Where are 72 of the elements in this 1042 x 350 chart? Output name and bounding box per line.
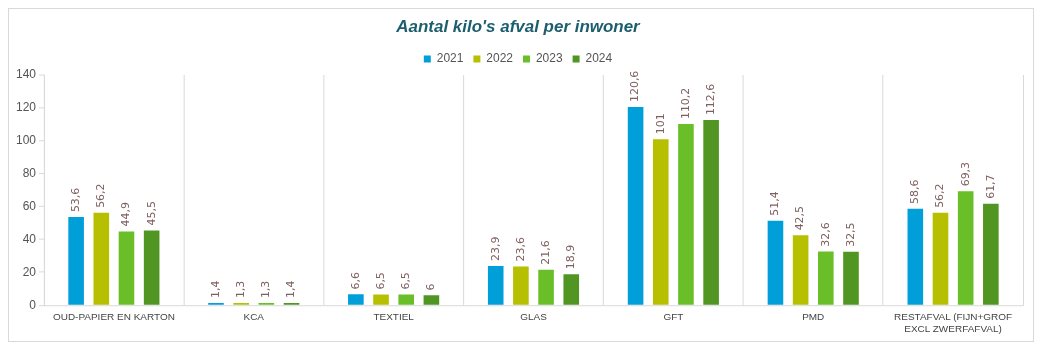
data-label: 44,9 <box>119 202 133 227</box>
y-tick-label: 20 <box>22 264 37 279</box>
data-label: 1,3 <box>234 280 248 299</box>
data-label: 23,9 <box>488 236 502 261</box>
bar <box>398 294 415 305</box>
data-label: 58,6 <box>908 179 922 204</box>
data-label: 53,6 <box>68 187 82 213</box>
bar <box>678 124 694 305</box>
bar <box>348 294 364 305</box>
bar <box>373 294 389 305</box>
x-tick-label: TEXTIEL <box>373 310 415 322</box>
bar <box>143 230 160 305</box>
bar <box>792 235 809 305</box>
data-label: 69,3 <box>958 161 972 187</box>
y-tick-label: 100 <box>16 133 37 148</box>
bar <box>487 265 504 305</box>
y-tick-label: 120 <box>16 100 37 115</box>
bar <box>652 139 669 305</box>
data-label: 61,7 <box>983 174 997 199</box>
bar <box>513 266 529 305</box>
bar <box>627 106 644 305</box>
bar <box>818 251 834 305</box>
x-tick-label: OUD-PAPIER EN KARTON <box>52 310 175 322</box>
data-label: 101 <box>653 113 667 135</box>
bar <box>703 120 719 305</box>
data-label: 42,5 <box>793 206 807 231</box>
bar <box>843 251 859 305</box>
bar <box>563 274 580 305</box>
data-label: 51,4 <box>768 191 782 216</box>
data-label: 6,5 <box>373 272 387 290</box>
data-label: 1,3 <box>259 280 273 299</box>
bar <box>118 231 135 305</box>
bar <box>93 212 110 305</box>
x-tick-label: RESTAFVAL (FIJN+GROF EXCL ZWERFAFVAL) <box>894 310 1013 334</box>
x-tick-label: PMD <box>802 310 825 322</box>
data-label: 56,2 <box>933 183 947 208</box>
data-label: 6,6 <box>348 271 362 290</box>
data-label: 56,2 <box>94 183 108 208</box>
data-label: 18,9 <box>564 244 578 270</box>
data-label: 45,5 <box>144 201 158 226</box>
data-label: 120,6 <box>628 70 642 102</box>
y-tick-label: 0 <box>29 297 37 312</box>
legend-label: 2021 <box>436 51 464 66</box>
chart-title: Aantal kilo's afval per inwoner <box>395 16 642 36</box>
y-tick-label: 60 <box>22 198 37 213</box>
data-label: 32,6 <box>818 222 832 247</box>
bar <box>957 191 974 305</box>
legend-label: 2023 <box>535 51 563 66</box>
data-label: 1,4 <box>208 280 222 298</box>
data-label: 23,6 <box>513 237 527 262</box>
x-tick-label: GFT <box>663 310 684 322</box>
data-label: 32,5 <box>843 222 857 247</box>
bar <box>767 220 784 305</box>
data-label: 110,2 <box>678 87 692 120</box>
bar <box>907 208 924 305</box>
data-label: 6 <box>424 283 438 291</box>
legend-label: 2022 <box>486 51 514 66</box>
bar <box>68 217 84 305</box>
data-label: 21,6 <box>538 240 552 265</box>
x-tick-label: GLAS <box>520 310 548 322</box>
data-label: 112,6 <box>703 83 717 116</box>
bar <box>932 212 949 305</box>
bar <box>538 269 554 305</box>
y-tick-label: 40 <box>22 231 37 246</box>
y-tick-label: 140 <box>16 67 37 82</box>
y-tick-label: 80 <box>22 165 37 180</box>
data-label: 6,5 <box>399 272 413 290</box>
x-tick-label: KCA <box>243 310 265 322</box>
bar <box>983 203 999 305</box>
data-label: 1,4 <box>284 280 298 298</box>
bar <box>423 295 440 305</box>
legend-label: 2024 <box>585 51 613 66</box>
